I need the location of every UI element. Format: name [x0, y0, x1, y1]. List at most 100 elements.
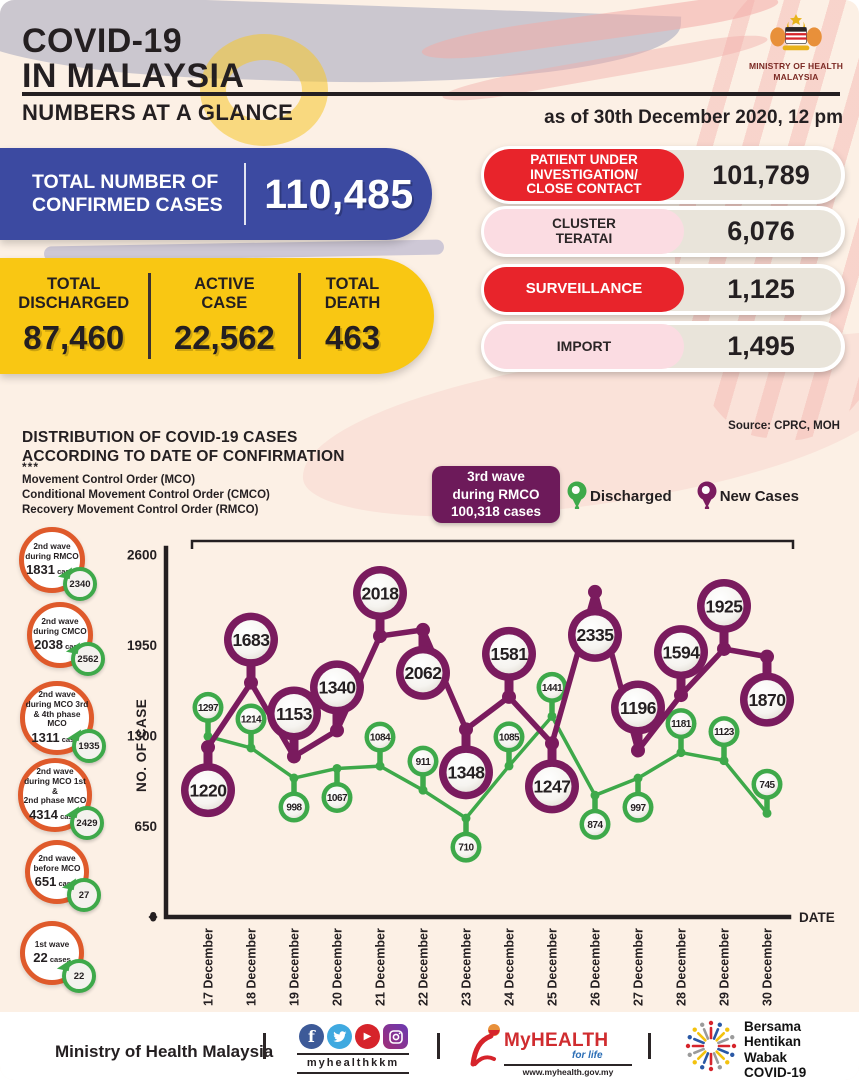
instagram-icon[interactable]	[383, 1024, 408, 1049]
confirmed-cases-value: 110,485	[264, 170, 414, 217]
y-axis-title: NO. OF CASE	[134, 699, 149, 792]
x-tick-label: 28 December	[675, 928, 689, 1006]
stat-pill-label: SURVEILLANCE	[484, 267, 684, 312]
data-point-dot	[459, 722, 473, 737]
stat-pill-value: 6,076	[727, 216, 795, 246]
value-bubble-inner	[541, 676, 563, 699]
campaign-slogan: Bersama Hentikan Wabak COVID-19	[744, 1019, 806, 1080]
value-bubble-label: 1581	[491, 644, 529, 664]
value-bubble-inner	[283, 796, 305, 819]
chart-legend: Discharged New Cases	[566, 479, 799, 513]
data-point-dot	[375, 761, 385, 771]
data-source: Source: CPRC, MOH	[728, 420, 840, 432]
value-bubble-inner	[704, 586, 744, 626]
x-tick-label: 25 December	[546, 928, 560, 1006]
value-bubble-inner	[713, 720, 735, 743]
third-wave-badge-line: during RMCO	[452, 486, 540, 502]
value-bubble-inner	[317, 667, 357, 707]
total-stat-label: ACTIVE CASE	[194, 275, 255, 312]
value-bubble-label: 1220	[190, 780, 228, 800]
pin-marker-icon	[566, 479, 588, 513]
y-tick-label: 1300	[127, 729, 157, 744]
wave-case-count: 4314	[29, 807, 58, 823]
wave-circle-body: 2nd wave during MCO 1st & 2nd phase MCO 431…	[18, 758, 92, 832]
data-point-dot	[246, 743, 256, 753]
malaysia-crest-icon	[770, 14, 822, 51]
value-bubble-inner	[326, 786, 348, 809]
value-bubble-label: 1348	[448, 763, 486, 783]
mco-note-line: Movement Control Order (MCO)	[22, 474, 196, 486]
value-bubble-label: 998	[286, 803, 302, 814]
wave-case-count: 22	[33, 950, 48, 966]
value-bubble-inner	[661, 632, 701, 672]
value-bubble-inner	[670, 712, 692, 735]
as-of-timestamp: as of 30th December 2020, 12 pm	[544, 107, 843, 128]
youtube-icon[interactable]: ▶	[355, 1024, 380, 1049]
footer-divider	[437, 1033, 440, 1059]
stat-pill-label: IMPORT	[484, 324, 684, 369]
twitter-icon[interactable]	[327, 1024, 352, 1049]
value-bubble-inner	[403, 653, 443, 693]
title-line1: COVID-19	[22, 22, 183, 60]
x-tick-label: 24 December	[503, 928, 517, 1006]
legend-item-new-cases: New Cases	[696, 479, 799, 513]
data-point-dot	[590, 790, 600, 800]
third-wave-badge: 3rd wave during RMCO 100,318 cases	[432, 466, 560, 523]
total-stat-label: TOTAL DISCHARGED	[18, 275, 130, 312]
x-tick-label: 18 December	[245, 928, 259, 1006]
value-bubble-inner	[498, 725, 520, 748]
data-point-dot	[760, 649, 774, 664]
value-bubble-inner	[489, 634, 529, 674]
page-subtitle: NUMBERS AT A GLANCE	[22, 100, 294, 125]
wave-discharged-badge: 22	[56, 956, 96, 993]
x-tick-label: 30 December	[761, 928, 775, 1006]
legend-item-discharged: Discharged	[566, 479, 672, 513]
value-bubble-inner	[756, 773, 778, 796]
divider	[244, 163, 246, 225]
y-tick-label: 0	[149, 910, 157, 925]
ministry-logo: MINISTRY OF HEALTH MALAYSIA	[742, 14, 850, 83]
series-line	[205, 589, 768, 760]
divider	[504, 1064, 632, 1066]
chart-axes	[163, 545, 792, 920]
wave-case-count: 2038	[34, 637, 63, 653]
footer: Ministry of Health Malaysia f ▶ myhealth…	[0, 1012, 859, 1080]
value-bubble-label: 1870	[749, 690, 787, 710]
social-handle[interactable]: myhealthkkm	[297, 1053, 409, 1074]
title-line2: IN MALAYSIA	[22, 56, 245, 95]
x-tick-label: 23 December	[460, 928, 474, 1006]
value-bubble-label: 2018	[362, 583, 400, 603]
wave-case-count: 651	[34, 874, 57, 890]
x-tick-label: 27 December	[632, 928, 646, 1006]
data-point-dot	[330, 723, 344, 738]
y-tick-label: 650	[134, 819, 157, 834]
series-discharged: 1297 1214 998 1067 1084 911 710 1085 1441 874 997 1…	[192, 671, 783, 863]
mco-note-line: Conditional Movement Control Order (CMCO…	[22, 489, 270, 502]
value-bubble-inner	[274, 693, 314, 733]
page-title: COVID-19 IN MALAYSIA	[22, 24, 244, 93]
value-bubble-inner	[360, 573, 400, 613]
ministry-country: MALAYSIA	[773, 72, 819, 83]
value-bubble-label: 1153	[276, 704, 313, 724]
data-point-dot	[588, 584, 602, 599]
value-bubble-inner	[747, 680, 787, 720]
facebook-icon[interactable]: f	[299, 1024, 324, 1049]
data-point-dot	[633, 773, 643, 783]
wave-case-count: 1831	[26, 562, 55, 578]
data-point-dot	[201, 740, 215, 755]
ministry-name: MINISTRY OF HEALTH	[748, 61, 844, 71]
x-tick-label: 29 December	[718, 928, 732, 1006]
series-line	[207, 714, 769, 820]
data-point-dot	[631, 743, 645, 758]
stat-pill-label: PATIENT UNDER INVESTIGATION/CLOSE CONTACT	[484, 149, 684, 201]
confirmed-cases-label: TOTAL NUMBER OF CONFIRMED CASES	[32, 171, 223, 216]
y-tick-label: 1950	[127, 638, 157, 653]
myhealth-url[interactable]: www.myhealth.gov.my	[522, 1067, 614, 1077]
wave-discharged-badge: 1935	[66, 726, 106, 763]
value-bubble-label: 1214	[241, 715, 262, 726]
third-wave-bracket	[190, 539, 795, 549]
total-stat-value: 463	[325, 318, 381, 356]
data-point-dot	[244, 675, 258, 690]
